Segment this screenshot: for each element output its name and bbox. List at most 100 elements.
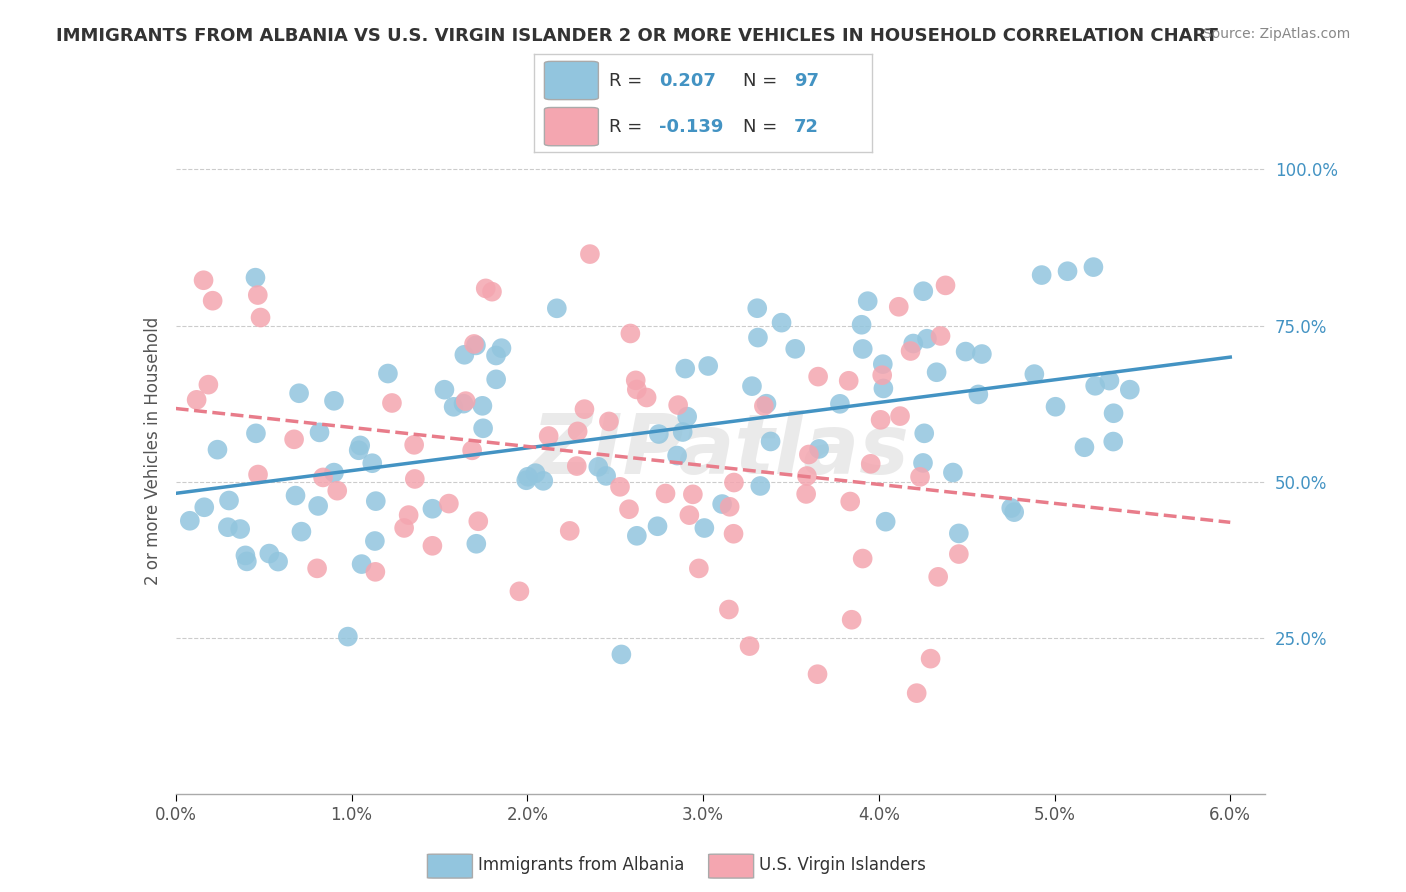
Immigrants from Albania [217,520,239,534]
U.S. Virgin Islanders [193,273,215,287]
U.S. Virgin Islanders [869,413,891,427]
Immigrants from Albania [872,357,894,371]
Immigrants from Albania [749,479,772,493]
Immigrants from Albania [747,301,769,316]
U.S. Virgin Islanders [326,483,349,498]
Immigrants from Albania [485,372,508,386]
Immigrants from Albania [1083,260,1105,274]
U.S. Virgin Islanders [718,500,741,514]
U.S. Virgin Islanders [934,278,956,293]
U.S. Virgin Islanders [437,497,460,511]
Immigrants from Albania [647,519,669,533]
U.S. Virgin Islanders [666,398,689,412]
U.S. Virgin Islanders [852,551,875,566]
Immigrants from Albania [245,426,267,441]
Immigrants from Albania [179,514,201,528]
Immigrants from Albania [515,473,537,487]
Immigrants from Albania [673,361,696,376]
Immigrants from Albania [218,493,240,508]
U.S. Virgin Islanders [929,329,952,343]
Immigrants from Albania [967,387,990,401]
Immigrants from Albania [453,397,475,411]
Immigrants from Albania [610,648,633,662]
Immigrants from Albania [808,442,831,456]
Immigrants from Albania [1045,400,1067,414]
U.S. Virgin Islanders [678,508,700,523]
U.S. Virgin Islanders [905,686,928,700]
Y-axis label: 2 or more Vehicles in Household: 2 or more Vehicles in Household [143,317,162,584]
U.S. Virgin Islanders [307,561,329,575]
Text: Immigrants from Albania: Immigrants from Albania [478,856,685,874]
Immigrants from Albania [755,397,778,411]
U.S. Virgin Islanders [598,414,620,428]
Text: IMMIGRANTS FROM ALBANIA VS U.S. VIRGIN ISLANDER 2 OR MORE VEHICLES IN HOUSEHOLD : IMMIGRANTS FROM ALBANIA VS U.S. VIRGIN I… [56,27,1218,45]
U.S. Virgin Islanders [797,448,820,462]
Text: N =: N = [744,72,783,90]
U.S. Virgin Islanders [364,565,387,579]
FancyBboxPatch shape [427,855,472,878]
U.S. Virgin Islanders [247,467,270,482]
U.S. Virgin Islanders [398,508,420,522]
U.S. Virgin Islanders [579,247,602,261]
Immigrants from Albania [361,456,384,470]
Immigrants from Albania [524,466,547,480]
Immigrants from Albania [267,555,290,569]
Immigrants from Albania [465,537,488,551]
Immigrants from Albania [588,459,610,474]
U.S. Virgin Islanders [688,561,710,575]
Immigrants from Albania [422,501,444,516]
Immigrants from Albania [856,294,879,309]
Immigrants from Albania [323,466,346,480]
Immigrants from Albania [491,341,513,355]
Immigrants from Albania [851,318,873,332]
Immigrants from Albania [1073,440,1095,454]
Immigrants from Albania [245,270,267,285]
Immigrants from Albania [672,425,695,439]
Immigrants from Albania [546,301,568,316]
Text: 0.207: 0.207 [659,72,716,90]
Immigrants from Albania [711,497,734,511]
U.S. Virgin Islanders [887,300,910,314]
U.S. Virgin Islanders [392,521,415,535]
Text: 72: 72 [794,118,820,136]
U.S. Virgin Islanders [920,651,942,665]
U.S. Virgin Islanders [283,433,305,447]
Immigrants from Albania [236,554,259,568]
Immigrants from Albania [903,336,925,351]
Immigrants from Albania [948,526,970,541]
Immigrants from Albania [288,386,311,401]
Immigrants from Albania [308,425,330,440]
Immigrants from Albania [1056,264,1078,278]
Immigrants from Albania [1024,367,1046,381]
U.S. Virgin Islanders [574,402,596,417]
Immigrants from Albania [471,399,494,413]
Immigrants from Albania [1098,374,1121,388]
Text: Source: ZipAtlas.com: Source: ZipAtlas.com [1202,27,1350,41]
Immigrants from Albania [759,434,782,449]
U.S. Virgin Islanders [654,486,676,500]
Immigrants from Albania [697,359,720,373]
U.S. Virgin Islanders [889,409,911,423]
U.S. Virgin Islanders [422,539,444,553]
Immigrants from Albania [741,379,763,393]
Immigrants from Albania [852,342,875,356]
U.S. Virgin Islanders [312,470,335,484]
Immigrants from Albania [1102,406,1125,420]
U.S. Virgin Islanders [624,373,647,387]
U.S. Virgin Islanders [738,639,761,653]
Immigrants from Albania [465,338,488,352]
Immigrants from Albania [676,409,699,424]
FancyBboxPatch shape [544,62,599,100]
U.S. Virgin Islanders [537,429,560,443]
Immigrants from Albania [828,397,851,411]
Immigrants from Albania [693,521,716,535]
U.S. Virgin Islanders [717,602,740,616]
U.S. Virgin Islanders [636,391,658,405]
U.S. Virgin Islanders [197,377,219,392]
U.S. Virgin Islanders [249,310,271,325]
Immigrants from Albania [443,400,465,414]
U.S. Virgin Islanders [567,425,589,439]
Immigrants from Albania [875,515,897,529]
Immigrants from Albania [626,529,648,543]
U.S. Virgin Islanders [404,472,426,486]
